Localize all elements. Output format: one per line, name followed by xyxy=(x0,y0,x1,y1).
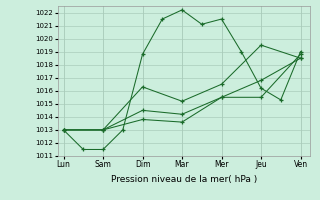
X-axis label: Pression niveau de la mer( hPa ): Pression niveau de la mer( hPa ) xyxy=(111,175,257,184)
